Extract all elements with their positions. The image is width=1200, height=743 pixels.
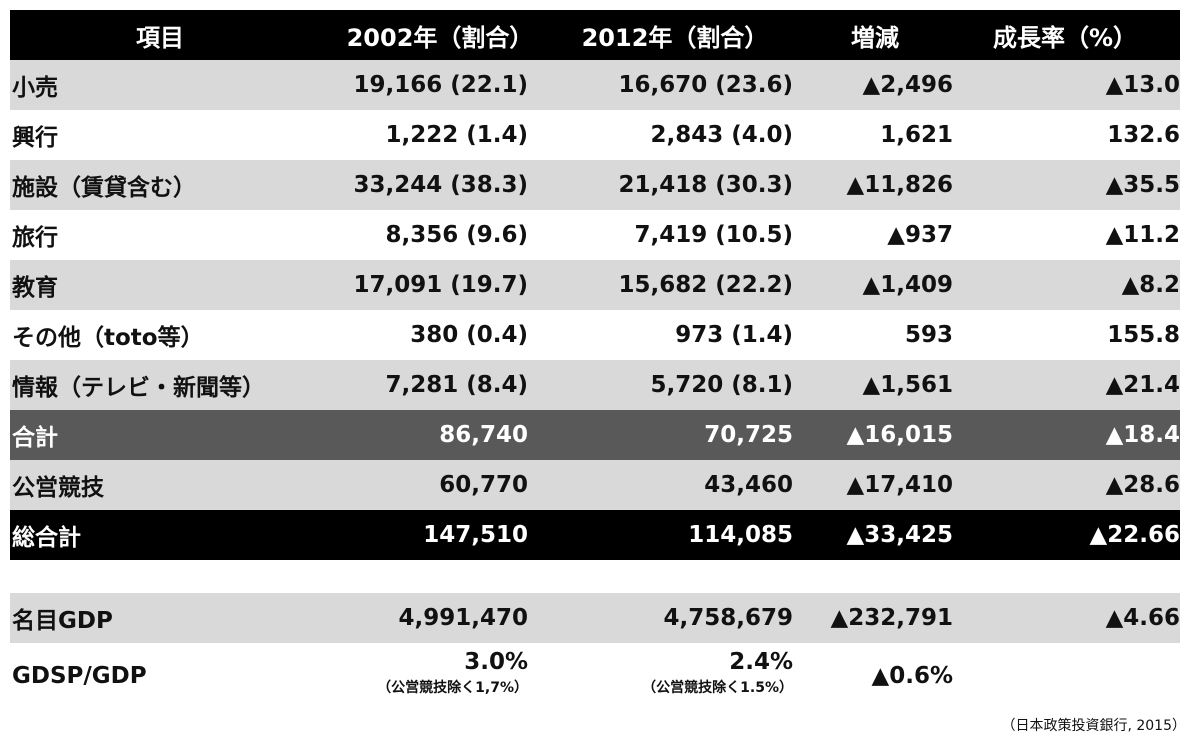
row-diff: ▲937 bbox=[887, 222, 953, 248]
row-diff: ▲2,496 bbox=[862, 72, 953, 98]
gdp-2012: 4,758,679 bbox=[663, 605, 794, 631]
row-diff: ▲33,425 bbox=[846, 522, 953, 548]
row-2002: 147,510 bbox=[423, 522, 528, 548]
table-row: その他（toto等） 380 (0.4) 973 (1.4) 593 155.8 bbox=[10, 310, 1180, 360]
gdp-2002: 4,991,470 bbox=[398, 605, 529, 631]
row-2012: 70,725 bbox=[704, 422, 793, 448]
subtotal-row: 合計 86,740 70,725 ▲16,015 ▲18.4 bbox=[10, 410, 1180, 460]
row-2002: 19,166 (22.1) bbox=[353, 72, 528, 98]
row-rate: ▲22.66 bbox=[1089, 522, 1180, 548]
header-2012: 2012年（割合） bbox=[581, 23, 769, 52]
row-rate: ▲21.4 bbox=[1105, 372, 1180, 398]
row-2012: 2,843 (4.0) bbox=[650, 122, 793, 148]
grand-total-row: 総合計 147,510 114,085 ▲33,425 ▲22.66 bbox=[10, 510, 1180, 560]
row-rate: ▲8.2 bbox=[1121, 272, 1180, 298]
row-2012: 21,418 (30.3) bbox=[618, 172, 793, 198]
row-label: 興行 bbox=[12, 125, 58, 151]
table-row: 興行 1,222 (1.4) 2,843 (4.0) 1,621 132.6 bbox=[10, 110, 1180, 160]
row-rate: 132.6 bbox=[1107, 122, 1180, 148]
source-note: （日本政策投資銀行, 2015） bbox=[1001, 718, 1186, 734]
gdp-row: 名目GDP 4,991,470 4,758,679 ▲232,791 ▲4.66 bbox=[10, 593, 1180, 643]
row-diff: 1,621 bbox=[880, 122, 953, 148]
gdsp-2002-note: （公営競技除く1,7%） bbox=[377, 680, 528, 696]
header-diff: 増減 bbox=[851, 23, 899, 52]
table-row: 情報（テレビ・新聞等） 7,281 (8.4) 5,720 (8.1) ▲1,5… bbox=[10, 360, 1180, 410]
gdsp-2012: 2.4% bbox=[729, 649, 793, 675]
table-row: 教育 17,091 (19.7) 15,682 (22.2) ▲1,409 ▲8… bbox=[10, 260, 1180, 310]
row-rate: ▲18.4 bbox=[1105, 422, 1180, 448]
row-rate: ▲13.0 bbox=[1105, 72, 1180, 98]
header-2002: 2002年（割合） bbox=[346, 23, 534, 52]
row-2012: 973 (1.4) bbox=[675, 322, 793, 348]
row-rate: ▲35.5 bbox=[1105, 172, 1180, 198]
row-label: 合計 bbox=[12, 425, 58, 451]
row-2002: 33,244 (38.3) bbox=[353, 172, 528, 198]
row-2012: 5,720 (8.1) bbox=[650, 372, 793, 398]
row-label: 教育 bbox=[12, 275, 58, 301]
row-diff: ▲1,561 bbox=[862, 372, 953, 398]
row-label: その他（toto等） bbox=[12, 325, 204, 351]
row-2012: 114,085 bbox=[688, 522, 793, 548]
row-2002: 380 (0.4) bbox=[410, 322, 528, 348]
gdp-label: 名目GDP bbox=[12, 608, 113, 634]
table-row: 小売 19,166 (22.1) 16,670 (23.6) ▲2,496 ▲1… bbox=[10, 60, 1180, 110]
row-diff: ▲17,410 bbox=[846, 472, 953, 498]
row-label: 小売 bbox=[12, 75, 58, 101]
header-row: 項目 2002年（割合） 2012年（割合） 増減 成長率（%） bbox=[10, 10, 1180, 60]
row-rate: ▲11.2 bbox=[1105, 222, 1180, 248]
row-rate: ▲28.6 bbox=[1105, 472, 1180, 498]
row-diff: 593 bbox=[904, 322, 953, 348]
gdsp-2012-note: （公営競技除く1.5%） bbox=[642, 680, 793, 696]
table-row: 旅行 8,356 (9.6) 7,419 (10.5) ▲937 ▲11.2 bbox=[10, 210, 1180, 260]
header-rate: 成長率（%） bbox=[992, 23, 1138, 52]
row-diff: ▲1,409 bbox=[862, 272, 953, 298]
gdsp-2012-cell: 2.4% （公営競技除く1.5%） bbox=[528, 649, 793, 697]
row-2002: 1,222 (1.4) bbox=[385, 122, 528, 148]
row-diff: ▲16,015 bbox=[846, 422, 953, 448]
row-rate: 155.8 bbox=[1107, 322, 1180, 348]
row-2002: 8,356 (9.6) bbox=[385, 222, 528, 248]
row-2012: 15,682 (22.2) bbox=[618, 272, 793, 298]
row-2002: 17,091 (19.7) bbox=[353, 272, 528, 298]
row-label: 総合計 bbox=[12, 525, 81, 551]
gdsp-2002-cell: 3.0% （公営競技除く1,7%） bbox=[310, 649, 528, 697]
gdp-rate: ▲4.66 bbox=[1105, 605, 1180, 631]
row-label: 公営競技 bbox=[12, 475, 104, 501]
row-diff: ▲11,826 bbox=[846, 172, 953, 198]
header-item: 項目 bbox=[136, 23, 184, 52]
gdp-diff: ▲232,791 bbox=[830, 605, 953, 631]
gdsp-row: GDSP/GDP 3.0% （公営競技除く1,7%） 2.4% （公営競技除く1… bbox=[10, 643, 1180, 703]
row-2012: 43,460 bbox=[704, 472, 793, 498]
gdsp-label: GDSP/GDP bbox=[12, 663, 147, 689]
row-2012: 16,670 (23.6) bbox=[618, 72, 793, 98]
row-label: 情報（テレビ・新聞等） bbox=[12, 375, 265, 401]
gdsp-2002: 3.0% bbox=[464, 649, 528, 675]
table-row: 施設（賃貸含む） 33,244 (38.3) 21,418 (30.3) ▲11… bbox=[10, 160, 1180, 210]
sports-industry-table: 項目 2002年（割合） 2012年（割合） 増減 成長率（%） 小売 19,1… bbox=[10, 10, 1180, 703]
row-2002: 86,740 bbox=[439, 422, 528, 448]
row-label: 施設（賃貸含む） bbox=[12, 175, 196, 201]
row-2002: 7,281 (8.4) bbox=[385, 372, 528, 398]
table-row: 公営競技 60,770 43,460 ▲17,410 ▲28.6 bbox=[10, 460, 1180, 510]
row-label: 旅行 bbox=[12, 225, 58, 251]
row-gap bbox=[10, 560, 1180, 593]
row-2012: 7,419 (10.5) bbox=[634, 222, 793, 248]
gdsp-diff: ▲0.6% bbox=[871, 663, 953, 689]
row-2002: 60,770 bbox=[439, 472, 528, 498]
